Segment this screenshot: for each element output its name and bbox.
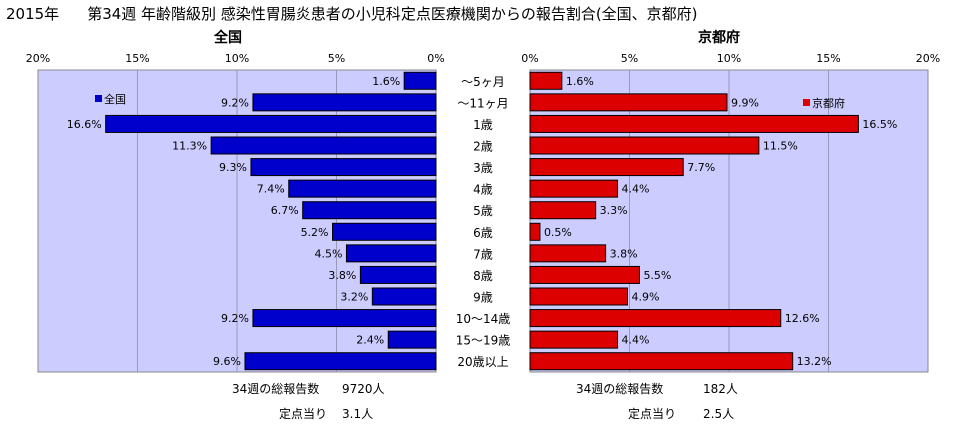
category-label: 10～14歳 [456,312,511,326]
national-per-label: 定点当り [279,407,328,421]
kyoto-bar [529,309,782,328]
kyoto-bar [529,244,607,263]
national-data-label: 11.3% [172,140,207,153]
kyoto-bar [529,158,684,177]
category-label: 9歳 [473,291,493,305]
kyoto-data-label: 13.2% [797,355,832,368]
national-bar [252,309,437,328]
category-label: 6歳 [473,226,493,240]
national-bar [387,330,437,349]
kyoto-bar [529,222,541,241]
category-label: 1歳 [473,118,493,132]
national-tick-label: 10% [225,52,249,65]
category-label: 3歳 [473,161,493,175]
national-total-value: 9720人 [342,382,385,396]
kyoto-bar [529,330,619,349]
national-bar [302,201,437,220]
kyoto-data-label: 16.5% [862,118,897,131]
kyoto-data-label: 0.5% [544,226,572,239]
kyoto-per-value: 2.5人 [703,407,735,421]
national-total-label: 34週の総報告数 [232,382,320,396]
kyoto-per-label: 定点当り [628,407,677,421]
national-data-label: 9.2% [221,312,249,325]
national-legend-label: 全国 [104,92,126,106]
national-bar [210,136,437,155]
national-data-label: 7.4% [257,183,285,196]
category-label: 8歳 [473,269,493,283]
kyoto-total-label: 34週の総報告数 [576,382,664,396]
kyoto-chart-title: 京都府 [698,30,740,46]
figure-title: 2015年 第34週 年齢階級別 感染性胃腸炎患者の小児科定点医療機関からの報告割… [6,3,698,24]
national-data-label: 9.2% [221,96,249,109]
kyoto-bar [529,136,760,155]
kyoto-data-label: 12.6% [785,312,820,325]
kyoto-data-label: 4.4% [622,334,650,347]
category-label: ～5ヶ月 [461,75,505,89]
national-data-label: 5.2% [301,226,329,239]
kyoto-bar [529,352,794,371]
kyoto-data-label: 9.9% [731,96,759,109]
kyoto-bar [529,93,728,112]
national-data-label: 4.5% [314,247,342,260]
kyoto-data-label: 3.8% [610,247,638,260]
national-bar [371,287,437,306]
category-label: 7歳 [473,247,493,261]
national-per-value: 3.1人 [342,407,374,421]
kyoto-bar [529,287,629,306]
national-tick-label: 20% [26,52,50,65]
national-bar [252,93,437,112]
category-label: ～11ヶ月 [457,96,508,110]
national-bar [288,179,437,198]
kyoto-tick-label: 15% [816,52,840,65]
national-data-label: 9.6% [213,355,241,368]
kyoto-data-label: 7.7% [687,161,715,174]
kyoto-legend-label: 京都府 [812,96,845,110]
national-bar [345,244,437,263]
national-bar [105,114,437,133]
national-bar [244,352,437,371]
national-legend-swatch [95,95,102,102]
national-tick-label: 0% [427,52,444,65]
national-data-label: 3.2% [340,291,368,304]
national-tick-label: 15% [125,52,149,65]
national-bar [332,222,437,241]
national-data-label: 1.6% [372,75,400,88]
kyoto-data-label: 3.3% [600,204,628,217]
kyoto-tick-label: 5% [621,52,638,65]
kyoto-bar [529,265,640,284]
kyoto-tick-label: 10% [717,52,741,65]
national-data-label: 9.3% [219,161,247,174]
kyoto-tick-label: 0% [521,52,538,65]
category-label: 5歳 [473,204,493,218]
national-tick-label: 5% [328,52,345,65]
national-data-label: 2.4% [356,334,384,347]
kyoto-tick-label: 20% [916,52,940,65]
national-chart-title: 全国 [214,30,242,46]
national-data-label: 16.6% [67,118,102,131]
category-label: 2歳 [473,140,493,154]
category-label: 15～19歳 [456,334,511,348]
kyoto-data-label: 4.4% [622,183,650,196]
national-data-label: 6.7% [271,204,299,217]
kyoto-bar [529,114,859,133]
title-text: 第34週 年齢階級別 感染性胃腸炎患者の小児科定点医療機関からの報告割合(全国、… [87,5,698,23]
kyoto-bar [529,71,563,90]
kyoto-legend-swatch [803,99,810,106]
national-bar [359,265,437,284]
kyoto-data-label: 5.5% [643,269,671,282]
kyoto-data-label: 1.6% [566,75,594,88]
national-bar [403,71,437,90]
kyoto-bar [529,179,619,198]
national-data-label: 3.8% [328,269,356,282]
kyoto-bar [529,201,597,220]
kyoto-data-label: 11.5% [763,140,798,153]
category-label: 20歳以上 [457,355,508,369]
kyoto-total-value: 182人 [703,382,738,396]
category-label: 4歳 [473,183,493,197]
kyoto-data-label: 4.9% [632,291,660,304]
title-year: 2015年 [6,5,60,23]
national-bar [250,158,437,177]
